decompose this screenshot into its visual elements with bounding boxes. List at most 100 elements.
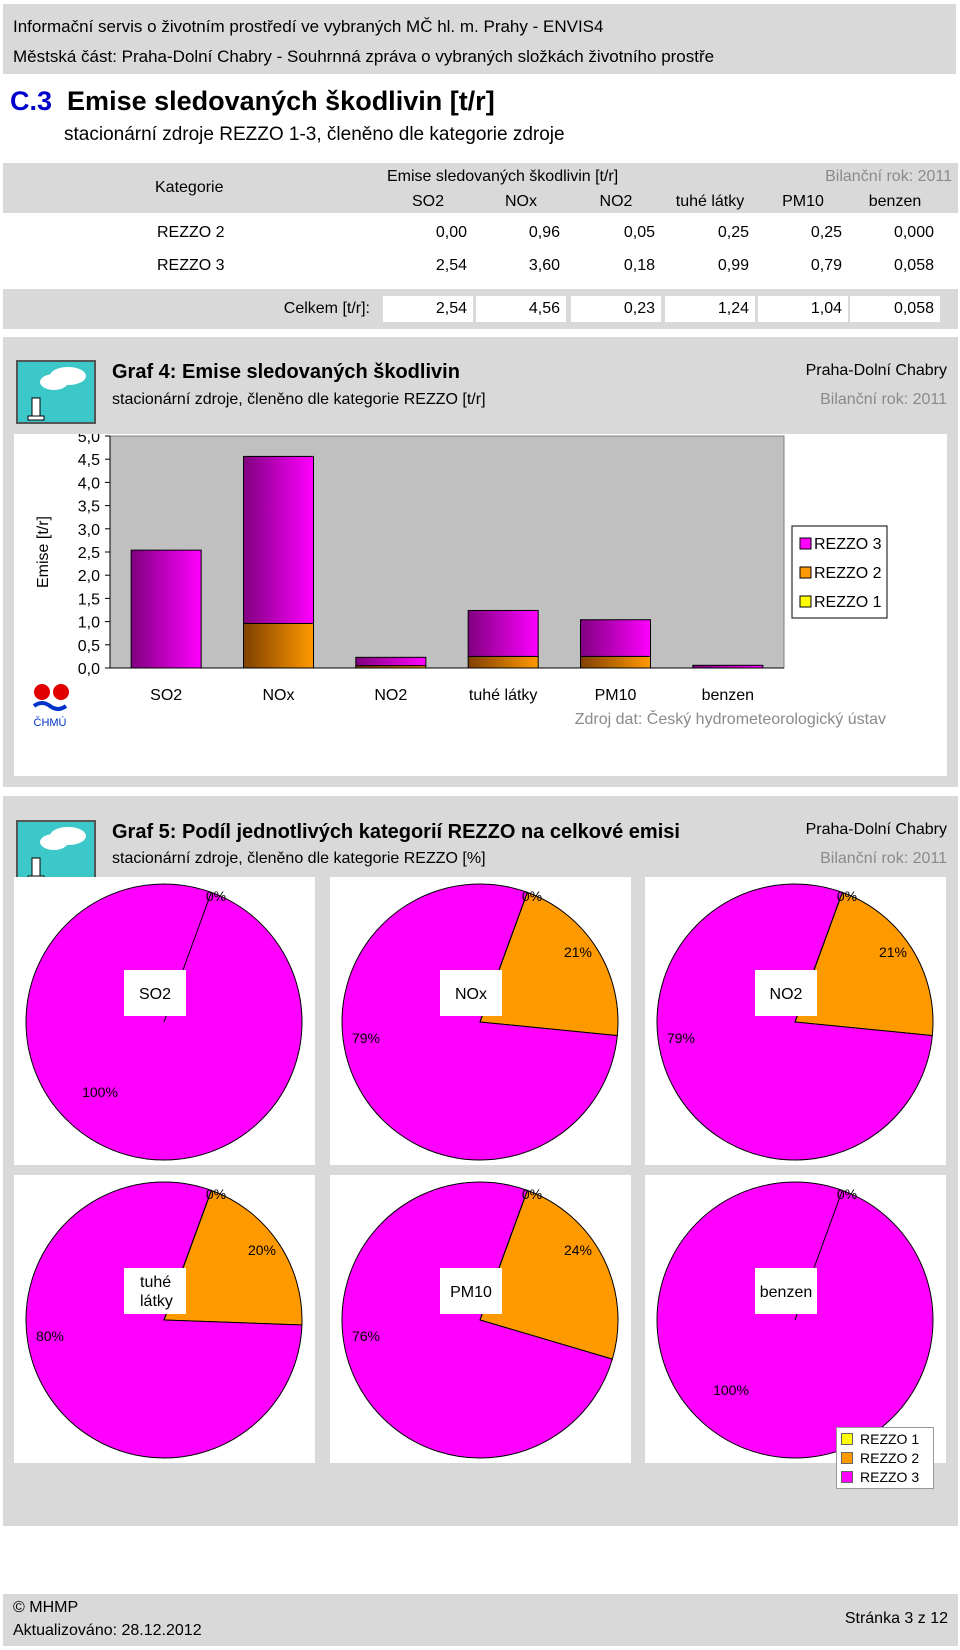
table-total-cell: 4,56 bbox=[476, 296, 566, 322]
pie-chart-box: 0% 21% 79% NOx bbox=[330, 877, 631, 1165]
graph5-year: Bilanční rok: 2011 bbox=[820, 850, 947, 867]
table-cell: 0,000 bbox=[850, 220, 940, 246]
y-tick-label: 1,5 bbox=[78, 591, 100, 608]
pie-name-box bbox=[755, 970, 817, 1016]
page-footer: © MHMP Aktualizováno: 28.12.2012 Stránka… bbox=[3, 1594, 958, 1646]
pie-chart: 0% 21% 79% NOx bbox=[341, 883, 619, 1161]
graph4-subtitle: stacionární zdroje, členěno dle kategori… bbox=[112, 391, 486, 408]
legend-label: REZZO 3 bbox=[814, 536, 882, 553]
table-row-label: REZZO 3 bbox=[12, 253, 372, 279]
pie-slice-label: 21% bbox=[879, 944, 907, 960]
x-tick-label: NO2 bbox=[374, 687, 407, 704]
pie-chart: 0% 21% 79% NO2 bbox=[656, 883, 934, 1161]
pie-chart: 0% 100% SO2 bbox=[25, 883, 303, 1161]
table-col-header: NOx bbox=[476, 191, 566, 213]
pie-slice-label: 76% bbox=[352, 1328, 380, 1344]
pie-slice-label: 79% bbox=[352, 1030, 380, 1046]
pie-chart-box: 0% 100% benzen bbox=[645, 1175, 946, 1463]
legend-swatch bbox=[841, 1471, 853, 1483]
x-tick-label: tuhé látky bbox=[469, 687, 537, 704]
table-cell: 0,96 bbox=[476, 220, 566, 246]
x-tick-label: PM10 bbox=[595, 687, 637, 704]
legend-swatch bbox=[799, 595, 812, 608]
pie-slice-label: 79% bbox=[667, 1030, 695, 1046]
pie-legend: REZZO 1 REZZO 2 REZZO 3 bbox=[836, 1427, 934, 1489]
y-tick-label: 0,5 bbox=[78, 638, 100, 655]
table-total-cell: 2,54 bbox=[383, 296, 473, 322]
table-total-cell: 1,24 bbox=[665, 296, 755, 322]
pie-slice-label: 21% bbox=[564, 944, 592, 960]
table-col-header: benzen bbox=[850, 191, 940, 213]
legend-label: REZZO 2 bbox=[814, 565, 882, 582]
pie-name-box bbox=[124, 1268, 186, 1314]
table-total-cell: 0,23 bbox=[571, 296, 661, 322]
pie-name: PM10 bbox=[450, 1284, 492, 1301]
table-cell: 0,058 bbox=[850, 253, 940, 279]
pie-slice-label: 0% bbox=[206, 1186, 226, 1202]
bar-segment bbox=[467, 655, 539, 669]
table-cell: 0,05 bbox=[571, 220, 661, 246]
pie-name: NO2 bbox=[770, 986, 803, 1003]
table-cell: 2,54 bbox=[383, 253, 473, 279]
pie-name: tuhé bbox=[140, 1274, 171, 1291]
pie-name-box bbox=[124, 970, 186, 1016]
legend-label: REZZO 1 bbox=[860, 1431, 920, 1447]
bar-segment bbox=[243, 455, 314, 624]
chmu-logo-wave bbox=[32, 701, 68, 711]
pie-slice bbox=[163, 1189, 303, 1326]
pie-legend-item: REZZO 3 bbox=[841, 1469, 919, 1485]
bar-chart: 0,0 0,5 1,0 1,5 2,0 2,5 3,0 3,5 4,0 4,5 5,0 Emise [… bbox=[32, 429, 888, 729]
legend-swatch bbox=[799, 566, 812, 579]
bar-segment bbox=[580, 655, 651, 669]
graph5-location: Praha-Dolní Chabry bbox=[805, 821, 947, 838]
legend-swatch bbox=[841, 1433, 853, 1445]
pie-slice-label: 0% bbox=[837, 888, 857, 904]
pie-chart-box: 0% 20% 80% tuhé látky bbox=[14, 1175, 315, 1463]
pie-chart-box: 0% 100% SO2 bbox=[14, 877, 315, 1165]
section-title-text: Emise sledovaných škodlivin [t/r] bbox=[67, 86, 495, 116]
pie-chart: 0% 24% 76% PM10 bbox=[341, 1181, 619, 1459]
pie-name: benzen bbox=[760, 1284, 813, 1301]
pie-slice bbox=[341, 1181, 613, 1459]
pie-legend-item: REZZO 1 bbox=[841, 1431, 919, 1447]
table-col-header: tuhé látky bbox=[665, 191, 755, 213]
section-subtitle: stacionární zdroje REZZO 1-3, členěno dl… bbox=[64, 124, 565, 145]
section-number: C.3 bbox=[10, 86, 53, 116]
table-cell: 0,18 bbox=[571, 253, 661, 279]
bar-segment bbox=[355, 656, 427, 667]
header-line-2: Městská část: Praha-Dolní Chabry - Souhr… bbox=[13, 47, 715, 66]
pie-slice-label: 0% bbox=[522, 1186, 542, 1202]
graph4-title: Graf 4: Emise sledovaných škodlivin bbox=[112, 361, 460, 383]
pie-slice-label: 0% bbox=[837, 1186, 857, 1202]
footer-page: Stránka 3 z 12 bbox=[844, 1610, 948, 1627]
table-category-header: Kategorie bbox=[10, 166, 380, 210]
table-total-label: Celkem [t/r]: bbox=[12, 296, 376, 322]
y-tick-label: 3,5 bbox=[78, 499, 100, 516]
legend-label: REZZO 2 bbox=[860, 1450, 920, 1466]
chmu-logo-circle bbox=[53, 684, 69, 700]
pie-name: látky bbox=[140, 1293, 173, 1310]
y-tick-label: 4,5 bbox=[78, 452, 100, 469]
x-tick-label: NOx bbox=[263, 687, 295, 704]
bar-segment bbox=[467, 609, 539, 657]
y-tick-label: 1,0 bbox=[78, 615, 100, 632]
table-cell: 0,00 bbox=[383, 220, 473, 246]
header-line-1: Informační servis o životním prostředí v… bbox=[13, 17, 604, 36]
table-col-header: NO2 bbox=[571, 191, 661, 213]
section-title: C.3 Emise sledovaných škodlivin [t/r] bbox=[10, 86, 495, 117]
bar-segment bbox=[243, 622, 314, 669]
pie-name-box bbox=[755, 1268, 817, 1314]
report-header: Informační servis o životním prostředí v… bbox=[3, 4, 956, 74]
pie-slice-label: 24% bbox=[564, 1242, 592, 1258]
graph5-subtitle: stacionární zdroje, členěno dle kategori… bbox=[112, 850, 486, 867]
source-text: Zdroj dat: Český hydrometeorologický úst… bbox=[575, 709, 886, 728]
pie-legend-item: REZZO 2 bbox=[841, 1450, 919, 1466]
pie-slice-label: 0% bbox=[522, 888, 542, 904]
table-cell: 3,60 bbox=[476, 253, 566, 279]
y-tick-label: 3,0 bbox=[78, 522, 100, 539]
pie-slice bbox=[479, 1189, 619, 1360]
pie-slice-label: 0% bbox=[206, 888, 226, 904]
pie-name-box bbox=[440, 970, 502, 1016]
table-cell: 0,79 bbox=[758, 253, 848, 279]
table-col-header: SO2 bbox=[383, 191, 473, 213]
